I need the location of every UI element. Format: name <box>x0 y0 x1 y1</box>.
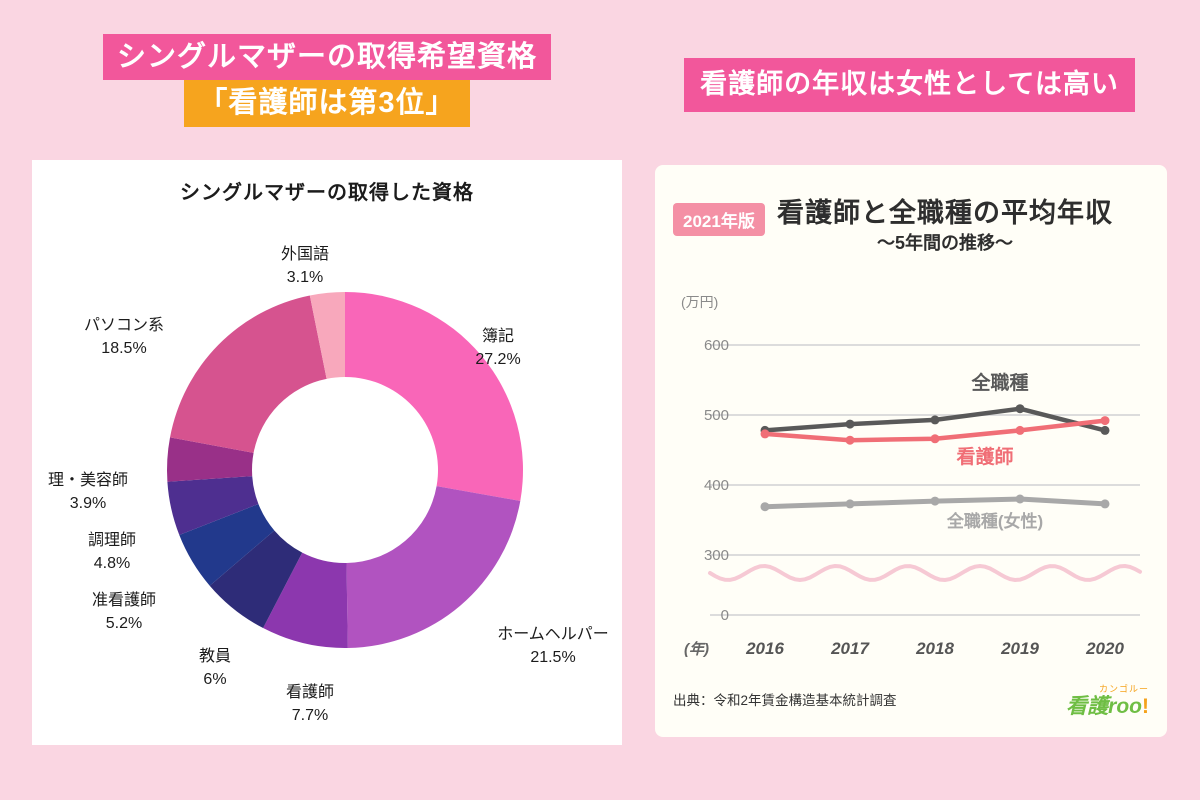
svg-text:300: 300 <box>704 547 729 564</box>
kango-roo-logo: カンゴルー 看護roo! <box>1066 684 1149 718</box>
source-note: 出典：令和2年賃金構造基本統計調査 <box>673 693 897 708</box>
donut-label-7: パソコン系 18.5% <box>83 316 165 357</box>
svg-text:(年): (年) <box>684 640 709 658</box>
donut-chart <box>167 292 523 648</box>
svg-text:2017: 2017 <box>830 639 870 658</box>
svg-text:500: 500 <box>704 407 729 424</box>
svg-text:(万円): (万円) <box>681 294 718 310</box>
line-chart-subtitle: 〜5年間の推移〜 <box>876 233 1013 253</box>
svg-text:600: 600 <box>704 337 729 354</box>
donut-label-3: 教員 6% <box>198 647 232 688</box>
donut-label-1: ホームヘルパー 21.5% <box>497 625 609 666</box>
left-headline-line1: シングルマザーの取得希望資格 <box>102 34 551 81</box>
svg-text:2019: 2019 <box>1000 639 1039 658</box>
donut-chart-title: シングルマザーの取得した資格 <box>180 182 474 204</box>
svg-text:400: 400 <box>704 477 729 494</box>
svg-text:0: 0 <box>721 607 729 624</box>
svg-text:看護師: 看護師 <box>955 445 1013 468</box>
donut-label-0: 簿記 27.2% <box>475 327 521 368</box>
logo-furigana: カンゴルー <box>1098 684 1149 694</box>
donut-label-4: 准看護師 5.2% <box>91 591 157 632</box>
year-version-badge: 2021年版 <box>673 203 765 236</box>
donut-label-2: 看護師 7.7% <box>285 683 335 724</box>
right-headline-text: 看護師の年収は女性としては高い <box>684 58 1135 112</box>
donut-label-8: 外国語 3.1% <box>280 245 330 286</box>
logo-text: 看護roo! <box>1066 695 1149 718</box>
right-headline: 看護師の年収は女性としては高い <box>652 58 1167 112</box>
donut-chart-card: シングルマザーの取得した資格 簿記 27.2% ホームヘルパー 21.5% 看護師 7.7… <box>32 160 622 745</box>
line-chart-card: 2021年版 看護師と全職種の平均年収 〜5年間の推移〜 300 400 500 60… <box>655 165 1167 737</box>
line-chart-title: 看護師と全職種の平均年収 <box>777 198 1113 228</box>
svg-text:全職種: 全職種 <box>970 371 1028 394</box>
svg-text:2020: 2020 <box>1085 639 1124 658</box>
svg-text:2018: 2018 <box>915 639 954 658</box>
svg-text:全職種(女性): 全職種(女性) <box>946 511 1043 531</box>
donut-label-5: 調理師 4.8% <box>87 531 137 572</box>
svg-text:2016: 2016 <box>745 639 784 658</box>
left-headline: シングルマザーの取得希望資格 「看護師は第3位」 <box>32 34 622 127</box>
donut-label-6: 理・美容師 3.9% <box>47 471 129 512</box>
left-headline-line2: 「看護師は第3位」 <box>184 80 470 127</box>
